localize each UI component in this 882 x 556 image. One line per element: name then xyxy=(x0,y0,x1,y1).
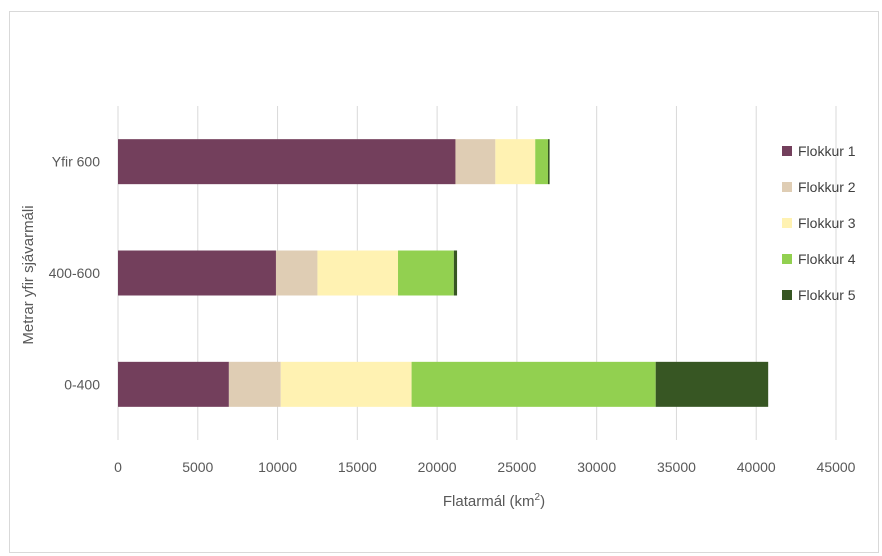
y-axis-title: Metrar yfir sjávarmáli xyxy=(20,205,37,344)
x-tick-label: 35000 xyxy=(657,459,696,475)
bar-segment xyxy=(453,250,458,296)
legend-label: Flokkur 1 xyxy=(798,143,856,159)
legend-swatch xyxy=(782,254,792,264)
x-axis-ticks: 0 5000 10000 15000 20000 25000 30000 35000 40000… xyxy=(114,459,856,475)
bar-segment xyxy=(118,250,276,296)
x-tick-label: 30000 xyxy=(577,459,616,475)
bar-segment xyxy=(280,361,412,407)
legend-label: Flokkur 4 xyxy=(798,251,856,267)
x-tick-label: 15000 xyxy=(338,459,377,475)
legend-label: Flokkur 5 xyxy=(798,287,856,303)
x-tick-label: 20000 xyxy=(418,459,457,475)
legend-swatch xyxy=(782,218,792,228)
x-tick-label: 5000 xyxy=(182,459,213,475)
bar-segment xyxy=(655,361,769,407)
x-tick-label: 0 xyxy=(114,459,122,475)
y-axis-ticks: 0-400 400-600 Yfir 600 xyxy=(49,154,101,393)
bar-segment xyxy=(455,139,496,185)
legend-swatch xyxy=(782,290,792,300)
y-tick-label: 0-400 xyxy=(64,376,100,392)
x-axis-title: Flatarmál (km2) xyxy=(443,492,545,510)
bar-segment xyxy=(228,361,281,407)
bar-segment xyxy=(411,361,656,407)
x-tick-label: 25000 xyxy=(497,459,536,475)
x-tick-label: 45000 xyxy=(817,459,856,475)
y-tick-label: 400-600 xyxy=(49,265,101,281)
legend-swatch xyxy=(782,182,792,192)
bar-segment xyxy=(495,139,536,185)
x-tick-label: 40000 xyxy=(737,459,776,475)
legend-swatch xyxy=(782,146,792,156)
bar-segment xyxy=(118,139,456,185)
bar-segment xyxy=(535,139,549,185)
legend-label: Flokkur 3 xyxy=(798,215,856,231)
legend-label: Flokkur 2 xyxy=(798,179,856,195)
legend: Flokkur 1 Flokkur 2 Flokkur 3 Flokkur 4 Flok… xyxy=(782,143,856,303)
bars xyxy=(118,139,769,407)
bar-segment xyxy=(317,250,399,296)
bar-segment xyxy=(275,250,318,296)
bar-segment xyxy=(548,139,550,185)
bar-segment xyxy=(118,361,229,407)
x-tick-label: 10000 xyxy=(258,459,297,475)
bar-segment xyxy=(398,250,454,296)
y-tick-label: Yfir 600 xyxy=(52,154,100,170)
